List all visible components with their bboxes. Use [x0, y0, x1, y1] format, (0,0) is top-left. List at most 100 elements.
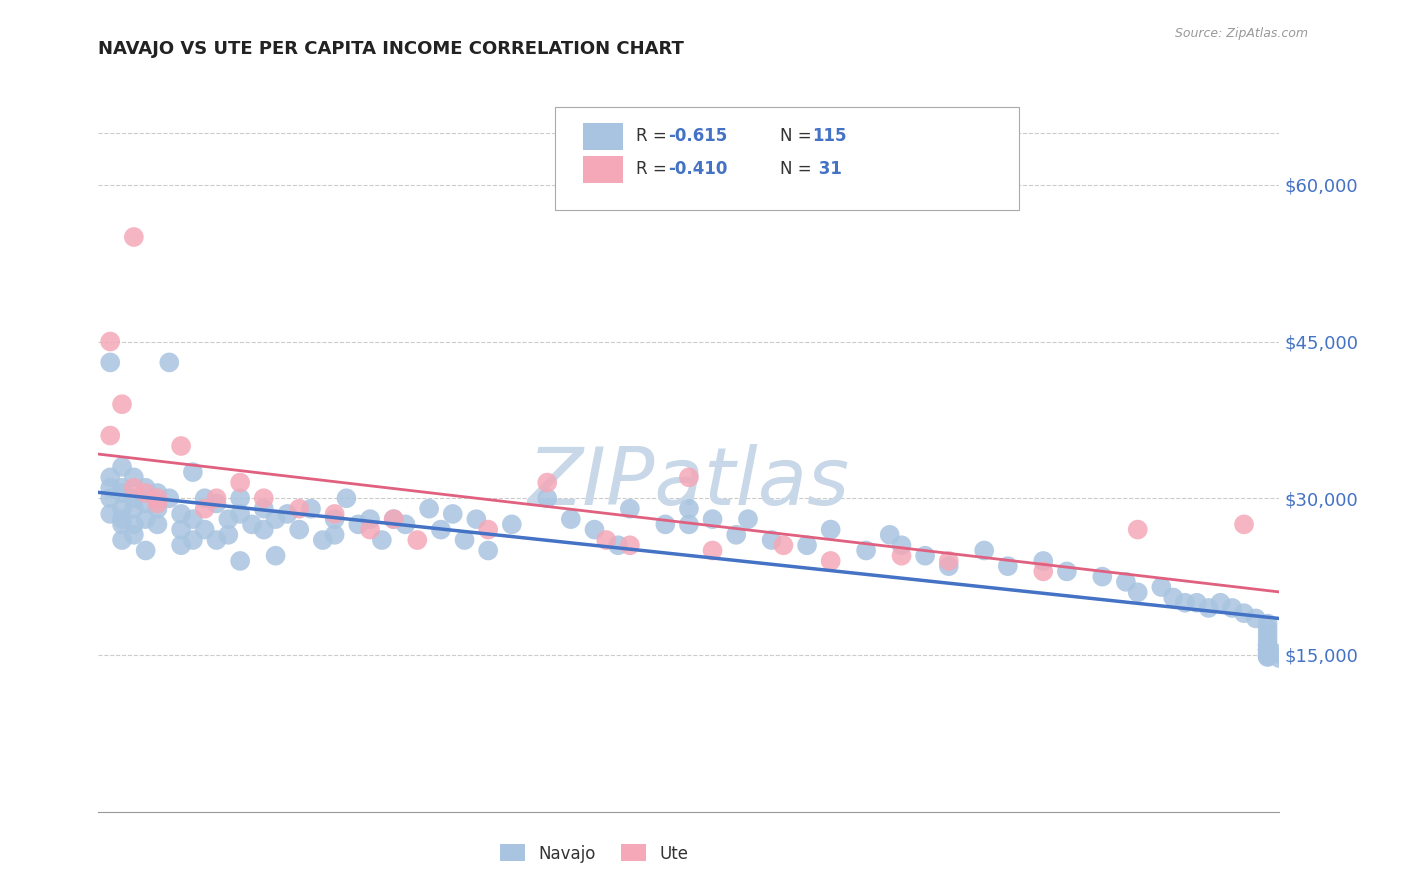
- Navajo: [288, 523, 311, 537]
- Ute: [146, 491, 169, 506]
- Navajo: [229, 491, 252, 506]
- Navajo: [135, 512, 157, 526]
- Navajo: [477, 543, 499, 558]
- Navajo: [122, 501, 145, 516]
- Navajo: [1257, 648, 1279, 663]
- Navajo: [761, 533, 783, 547]
- Navajo: [170, 507, 193, 521]
- Navajo: [619, 501, 641, 516]
- Navajo: [157, 355, 180, 369]
- Navajo: [323, 528, 346, 542]
- Navajo: [122, 528, 145, 542]
- Navajo: [1233, 606, 1256, 620]
- Ute: [253, 491, 276, 506]
- Navajo: [146, 486, 169, 500]
- Navajo: [1257, 622, 1279, 636]
- Ute: [98, 428, 121, 442]
- Navajo: [312, 533, 335, 547]
- Navajo: [678, 517, 700, 532]
- Navajo: [418, 501, 440, 516]
- Ute: [406, 533, 429, 547]
- Navajo: [465, 512, 488, 526]
- Navajo: [194, 523, 217, 537]
- Text: N =: N =: [780, 161, 817, 178]
- Navajo: [1115, 574, 1137, 589]
- Navajo: [453, 533, 475, 547]
- Navajo: [997, 559, 1019, 574]
- Navajo: [1174, 596, 1197, 610]
- Navajo: [181, 512, 204, 526]
- Navajo: [394, 517, 416, 532]
- Navajo: [111, 533, 134, 547]
- Navajo: [205, 496, 228, 510]
- Navajo: [371, 533, 394, 547]
- Legend: Navajo, Ute: Navajo, Ute: [494, 838, 695, 869]
- Navajo: [217, 528, 239, 542]
- Navajo: [1257, 632, 1279, 647]
- Navajo: [217, 512, 239, 526]
- Navajo: [323, 512, 346, 526]
- Text: ZIPatlas: ZIPatlas: [527, 443, 851, 522]
- Navajo: [1257, 638, 1279, 652]
- Navajo: [441, 507, 464, 521]
- Navajo: [135, 543, 157, 558]
- Ute: [323, 507, 346, 521]
- Text: -0.410: -0.410: [668, 161, 727, 178]
- Ute: [890, 549, 912, 563]
- Navajo: [914, 549, 936, 563]
- Ute: [619, 538, 641, 552]
- Navajo: [264, 512, 287, 526]
- Ute: [288, 501, 311, 516]
- Navajo: [111, 501, 134, 516]
- Ute: [98, 334, 121, 349]
- Text: R =: R =: [636, 161, 672, 178]
- Navajo: [229, 554, 252, 568]
- Navajo: [1257, 642, 1279, 657]
- Ute: [135, 486, 157, 500]
- Navajo: [1220, 601, 1243, 615]
- Navajo: [501, 517, 523, 532]
- Navajo: [111, 481, 134, 495]
- Navajo: [276, 507, 298, 521]
- Ute: [170, 439, 193, 453]
- Ute: [111, 397, 134, 411]
- Navajo: [879, 528, 901, 542]
- Ute: [820, 554, 842, 568]
- Navajo: [1268, 647, 1291, 661]
- Navajo: [536, 491, 558, 506]
- Navajo: [146, 501, 169, 516]
- Text: 31: 31: [813, 161, 842, 178]
- Navajo: [1185, 596, 1208, 610]
- Ute: [229, 475, 252, 490]
- Navajo: [560, 512, 582, 526]
- Ute: [1032, 565, 1054, 579]
- Navajo: [702, 512, 724, 526]
- Navajo: [98, 481, 121, 495]
- Ute: [1126, 523, 1149, 537]
- Navajo: [938, 559, 960, 574]
- Ute: [382, 512, 405, 526]
- Ute: [359, 523, 381, 537]
- Navajo: [111, 486, 134, 500]
- Navajo: [170, 523, 193, 537]
- Navajo: [1161, 591, 1184, 605]
- Navajo: [1056, 565, 1078, 579]
- Ute: [536, 475, 558, 490]
- Navajo: [1257, 642, 1279, 657]
- Navajo: [855, 543, 877, 558]
- Navajo: [194, 491, 217, 506]
- Navajo: [157, 491, 180, 506]
- Navajo: [1257, 646, 1279, 660]
- Text: R =: R =: [636, 127, 672, 145]
- Navajo: [607, 538, 630, 552]
- Ute: [122, 481, 145, 495]
- Navajo: [583, 523, 606, 537]
- Navajo: [796, 538, 818, 552]
- Ute: [678, 470, 700, 484]
- Navajo: [737, 512, 759, 526]
- Navajo: [654, 517, 676, 532]
- Navajo: [98, 507, 121, 521]
- Navajo: [135, 496, 157, 510]
- Navajo: [229, 507, 252, 521]
- Navajo: [111, 459, 134, 474]
